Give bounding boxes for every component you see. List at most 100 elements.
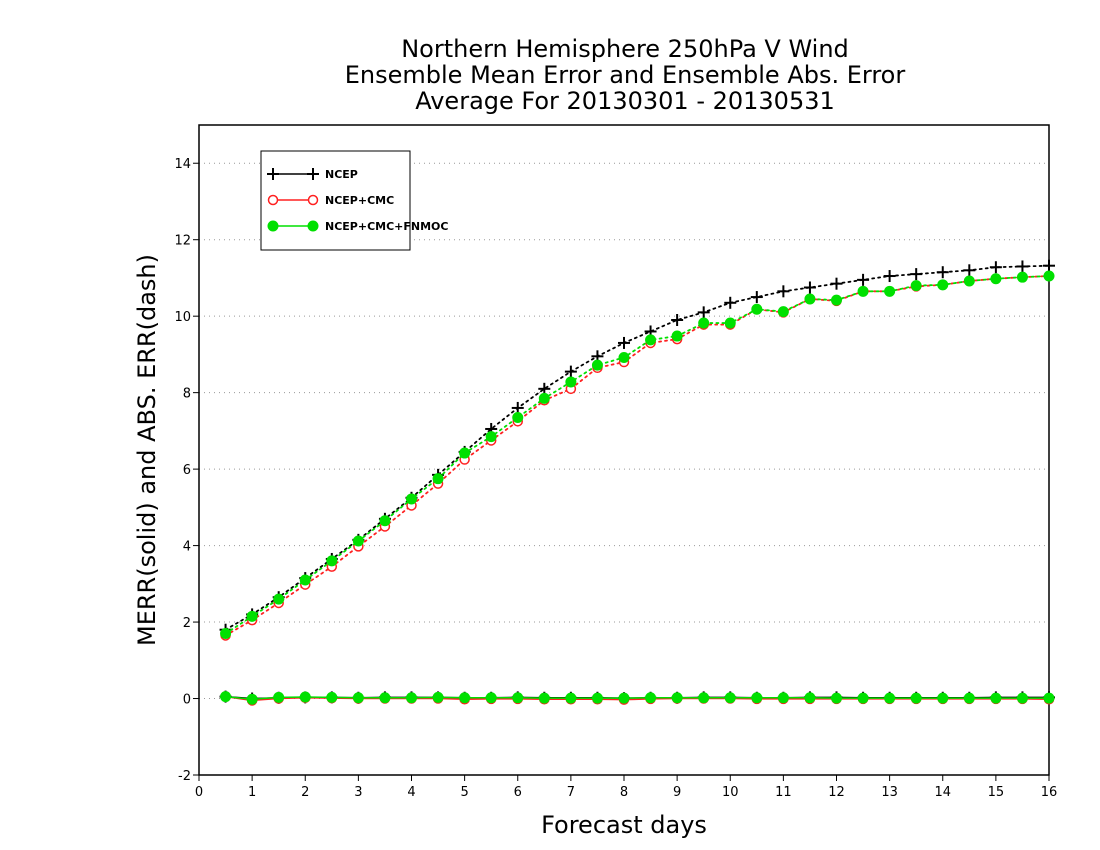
mean-err-point bbox=[406, 692, 417, 704]
abs-err-point bbox=[963, 264, 976, 277]
abs-err-point bbox=[618, 336, 630, 349]
mean-err-point bbox=[671, 692, 683, 704]
legend-marker bbox=[307, 168, 319, 180]
mean-err-point bbox=[220, 691, 232, 703]
mean-err-point bbox=[857, 692, 869, 704]
abs-err-point bbox=[671, 330, 683, 342]
x-tick-label: 1 bbox=[248, 785, 256, 800]
abs-err-point bbox=[831, 294, 842, 306]
chart-title-line-2: Ensemble Mean Error and Ensemble Abs. Er… bbox=[344, 61, 906, 89]
mean-err-point bbox=[1016, 692, 1028, 704]
mean-err-point bbox=[379, 692, 391, 704]
abs-err-point bbox=[565, 376, 577, 388]
abs-err-point bbox=[750, 291, 763, 304]
abs-err-point bbox=[1043, 270, 1055, 282]
legend-marker bbox=[267, 168, 279, 180]
y-tick-label: 6 bbox=[183, 463, 191, 478]
x-tick-label: 12 bbox=[828, 785, 845, 800]
abs-err-point bbox=[1016, 260, 1029, 273]
y-axis-title: MERR(solid) and ABS. ERR(dash) bbox=[133, 254, 161, 646]
legend-marker bbox=[267, 220, 279, 232]
x-tick-label: 13 bbox=[881, 785, 898, 800]
mean-err-point bbox=[1043, 692, 1055, 704]
mean-err-point bbox=[299, 691, 311, 703]
mean-err-point bbox=[246, 693, 258, 705]
legend-marker bbox=[307, 194, 319, 206]
abs-err-point bbox=[618, 351, 630, 363]
abs-err-point bbox=[459, 447, 471, 459]
abs-err-point bbox=[432, 473, 444, 485]
y-tick-label: 0 bbox=[183, 693, 191, 708]
abs-err-point bbox=[724, 317, 736, 329]
mean-err-point bbox=[352, 692, 364, 704]
mean-err-point bbox=[645, 692, 657, 704]
x-tick-label: 15 bbox=[988, 785, 1005, 800]
legend-label: NCEP+CMC bbox=[325, 194, 394, 207]
abs-err-point bbox=[989, 261, 1002, 274]
series-group bbox=[219, 259, 1055, 706]
grid-lines bbox=[199, 162, 1049, 776]
mean-err-point bbox=[990, 692, 1002, 704]
x-tick-label: 16 bbox=[1041, 785, 1058, 800]
chart-title-line-1: Northern Hemisphere 250hPa V Wind bbox=[401, 35, 849, 63]
abs-err-point bbox=[645, 334, 657, 346]
abs-err-point bbox=[697, 306, 710, 319]
mean-err-point bbox=[618, 692, 630, 704]
abs-err-point bbox=[936, 266, 949, 279]
x-tick-label: 10 bbox=[722, 785, 739, 800]
chart-title-line-3: Average For 20130301 - 20130531 bbox=[415, 87, 835, 115]
abs-err-point bbox=[803, 281, 816, 294]
abs-err-point bbox=[910, 268, 923, 281]
abs-err-point bbox=[512, 412, 524, 423]
abs-err-point bbox=[379, 515, 391, 527]
abs-err-point bbox=[937, 279, 949, 291]
x-tick-label: 11 bbox=[775, 785, 792, 800]
abs-err-point bbox=[830, 277, 843, 290]
abs-err-point bbox=[884, 285, 896, 297]
x-tick-label: 6 bbox=[514, 785, 522, 800]
abs-err-point bbox=[1016, 271, 1028, 283]
series-0 bbox=[219, 259, 1055, 705]
y-tick-label: 10 bbox=[174, 310, 191, 325]
abs-err-point bbox=[326, 555, 338, 567]
mean-err-point bbox=[326, 691, 338, 703]
y-tick-label: 4 bbox=[183, 540, 191, 555]
chart-title: Northern Hemisphere 250hPa V Wind Ensemb… bbox=[0, 36, 1100, 114]
mean-err-point bbox=[910, 692, 922, 704]
abs-err-point bbox=[857, 273, 870, 286]
abs-err-point bbox=[485, 431, 497, 443]
legend-marker bbox=[267, 194, 279, 206]
abs-err-point bbox=[963, 275, 975, 287]
abs-err-point bbox=[273, 593, 285, 605]
mean-err-point bbox=[777, 692, 789, 704]
abs-err-point bbox=[406, 493, 417, 505]
y-tick-label: 8 bbox=[183, 387, 191, 402]
x-tick-label: 3 bbox=[354, 785, 362, 800]
abs-err-point bbox=[777, 285, 790, 298]
abs-err-point bbox=[777, 306, 789, 318]
legend-label: NCEP+CMC+FNMOC bbox=[325, 220, 448, 233]
mean-err-point bbox=[724, 692, 736, 704]
abs-err-point bbox=[538, 392, 550, 404]
abs-err-point bbox=[591, 359, 603, 371]
abs-err-point bbox=[857, 285, 869, 297]
legend-marker bbox=[307, 220, 319, 232]
abs-err-point bbox=[246, 610, 258, 622]
abs-err-point bbox=[352, 535, 364, 547]
x-tick-label: 14 bbox=[934, 785, 951, 800]
mean-err-point bbox=[751, 692, 763, 704]
abs-err-line bbox=[224, 275, 1050, 635]
x-tick-label: 9 bbox=[673, 785, 681, 800]
y-tick-label: -2 bbox=[178, 769, 191, 784]
abs-err-point bbox=[698, 317, 710, 329]
abs-err-point bbox=[511, 401, 524, 414]
abs-err-point bbox=[1043, 259, 1055, 272]
x-tick-label: 0 bbox=[195, 785, 203, 800]
x-tick-label: 4 bbox=[407, 785, 415, 800]
abs-err-line bbox=[224, 264, 1050, 631]
x-tick-label: 5 bbox=[460, 785, 468, 800]
legend-label: NCEP bbox=[325, 168, 358, 181]
mean-err-point bbox=[538, 692, 550, 704]
